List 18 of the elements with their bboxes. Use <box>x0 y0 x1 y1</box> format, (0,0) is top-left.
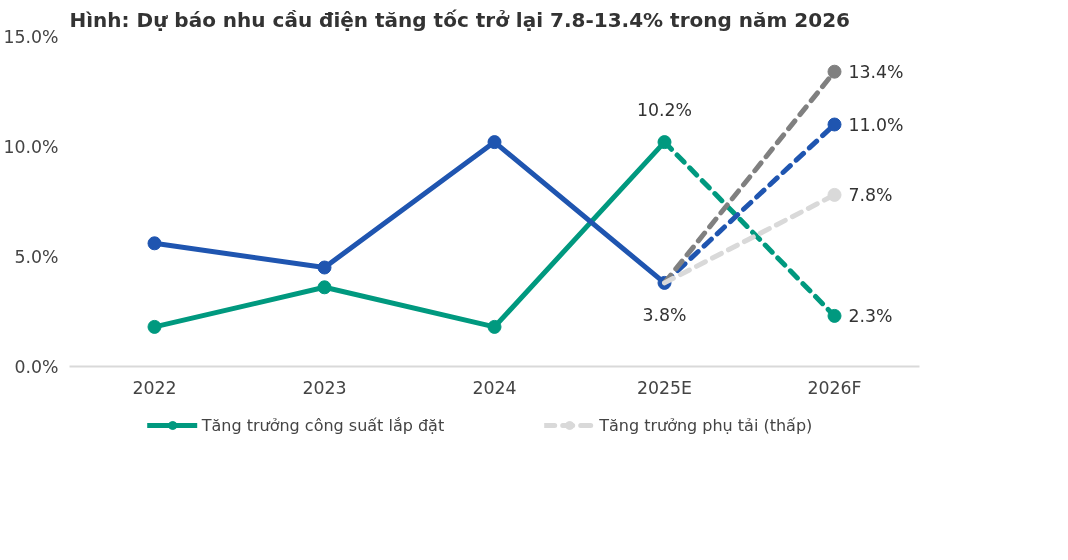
x-tick-label: 2026F <box>807 377 862 398</box>
legend-label: Tăng trưởng công suất lắp đặt <box>201 415 445 435</box>
x-tick-label: 2025E <box>636 377 693 398</box>
data-label: 3.8% <box>642 304 687 325</box>
x-tick-label: 2024 <box>472 377 517 398</box>
x-tick-label: 2023 <box>302 377 347 398</box>
y-tick-label: 10.0% <box>3 136 59 157</box>
y-tick-label: 5.0% <box>14 246 59 267</box>
data-label: 13.4% <box>848 61 904 82</box>
data-label: 2.3% <box>848 305 893 326</box>
chart-title: Hình: Dự báo nhu cầu điện tăng tốc trở lại 7.8-13.4% trong năm 2026 <box>69 7 850 32</box>
data-label: 7.8% <box>848 184 893 205</box>
data-label: 10.2% <box>636 100 693 121</box>
data-label: 11.0% <box>848 114 904 135</box>
legend-label: Tăng trưởng phụ tải (thấp) <box>599 415 813 435</box>
y-tick-label: 15.0% <box>3 26 59 47</box>
y-tick-label: 0.0% <box>14 356 59 377</box>
x-tick-label: 2022 <box>132 377 177 398</box>
